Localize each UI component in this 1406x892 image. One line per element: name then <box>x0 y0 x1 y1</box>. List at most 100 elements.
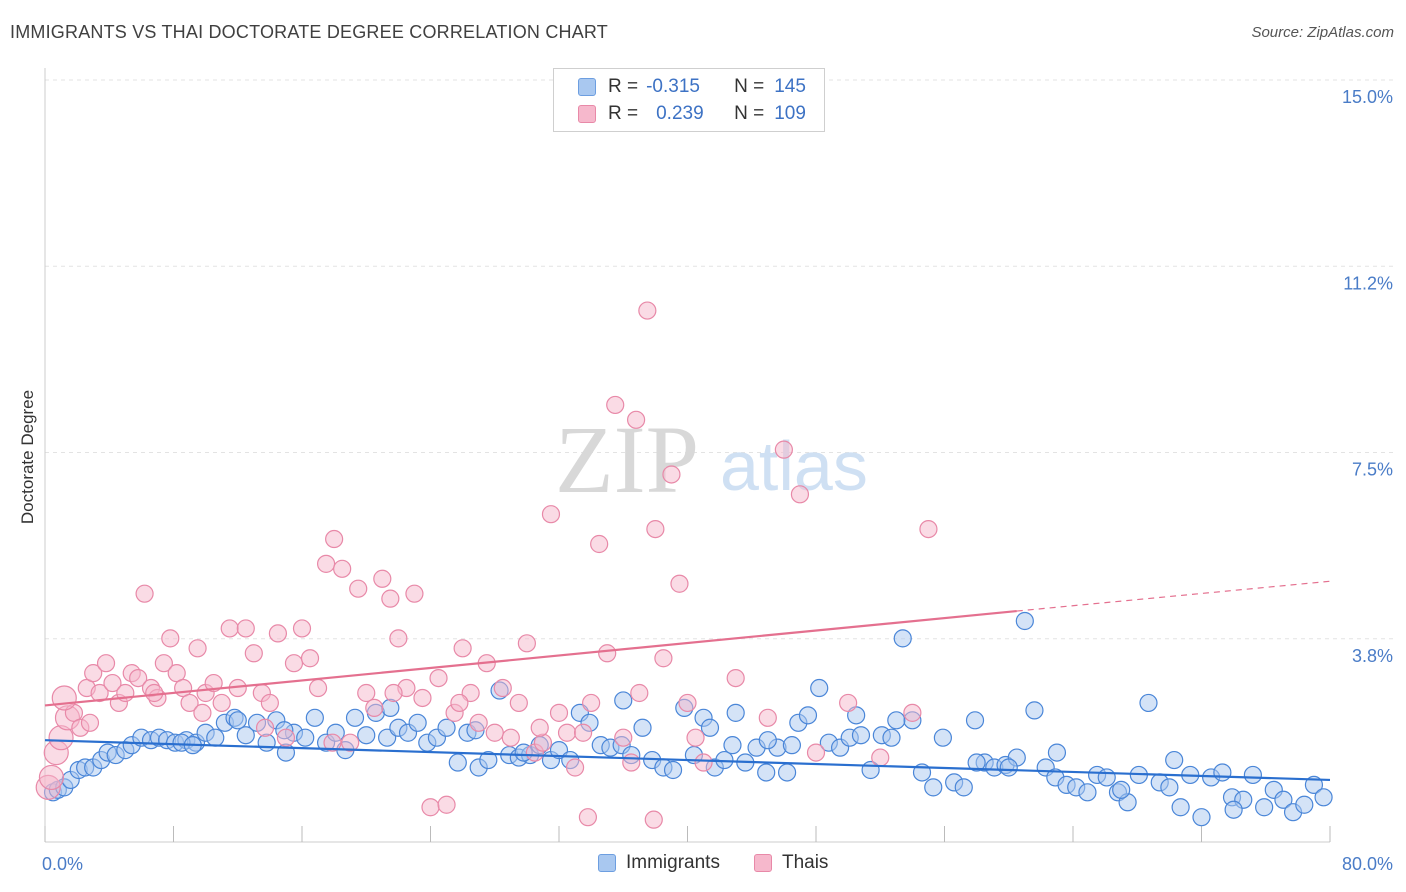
n-value: 145 <box>774 76 806 97</box>
thais-point <box>582 693 601 713</box>
immigrants-point <box>479 750 498 770</box>
thais-point <box>180 693 199 713</box>
r-value: -0.315 <box>646 76 700 97</box>
immigrants-point <box>954 778 973 797</box>
thais-point <box>686 728 705 747</box>
immigrants-point <box>882 728 901 747</box>
thais-point <box>268 624 288 643</box>
thais-point <box>51 685 77 711</box>
thais-point <box>839 693 858 713</box>
immigrants-point <box>345 708 365 727</box>
y-tick-label: 15.0% <box>1342 87 1393 107</box>
immigrants-point <box>1015 611 1034 631</box>
immigrants-trend-line <box>44 739 1331 782</box>
immigrants-point <box>1160 778 1179 797</box>
thais-point <box>590 534 609 554</box>
x-tick-labels: 0.0% 80.0% <box>42 854 1393 874</box>
immigrants-legend-swatch <box>598 854 616 872</box>
immigrants-points <box>43 611 1333 827</box>
legend-row-thais: R = 0.239 N = 109 <box>578 102 806 126</box>
legend-row-immigrants: R = -0.315 N = 145 <box>578 75 806 99</box>
immigrants-point <box>305 708 324 727</box>
thais-point <box>220 619 239 638</box>
thais-point <box>212 693 231 713</box>
thais-point <box>437 795 456 814</box>
thais-point <box>517 634 536 653</box>
immigrants-point <box>614 691 633 710</box>
immigrants-point <box>967 753 986 772</box>
thais-point <box>325 529 344 549</box>
thais-point <box>129 668 148 688</box>
immigrants-point <box>296 728 315 747</box>
x-tick-label: 0.0% <box>42 854 83 874</box>
thais-point <box>493 678 512 698</box>
immigrants-point <box>700 718 720 737</box>
immigrants-point <box>1025 701 1044 720</box>
thais-point <box>485 723 504 742</box>
thais-point <box>871 748 890 767</box>
y-tick-labels: 15.0% 11.2% 7.5% 3.8% <box>1342 87 1393 666</box>
thais-point <box>389 629 408 648</box>
thais-point <box>188 639 207 658</box>
thais-point <box>292 619 312 638</box>
immigrants-point <box>1255 798 1274 817</box>
immigrants-point <box>633 718 652 737</box>
thais-point <box>919 519 938 539</box>
thais-point <box>573 723 593 742</box>
thais-point <box>638 301 657 320</box>
thais-point <box>469 713 488 732</box>
thais-point <box>316 554 336 573</box>
immigrants-point <box>723 736 742 755</box>
y-tick-label: 7.5% <box>1352 460 1393 480</box>
thais-point <box>726 668 745 688</box>
x-tick-label: 80.0% <box>1342 854 1393 874</box>
thais-point <box>38 764 65 791</box>
thais-swatch <box>578 105 596 123</box>
thais-point <box>276 728 296 747</box>
thais-point <box>135 584 154 603</box>
immigrants-swatch <box>578 78 596 96</box>
y-tick-label: 11.2% <box>1343 273 1393 293</box>
thais-point <box>349 579 368 598</box>
immigrants-point <box>758 731 777 750</box>
thais-point <box>453 639 472 658</box>
immigrants-point <box>782 736 802 755</box>
r-label: R = <box>608 76 639 97</box>
immigrants-point <box>1213 763 1232 782</box>
thais-trend-line <box>44 609 1017 707</box>
thais-point <box>193 703 212 722</box>
thais-point <box>578 808 598 827</box>
immigrants-point <box>1078 783 1097 802</box>
thais-point <box>84 664 103 683</box>
thais-point <box>606 395 625 415</box>
immigrants-point <box>228 711 247 730</box>
thais-point <box>236 619 255 638</box>
thais-point <box>90 683 109 703</box>
immigrants-point <box>1224 800 1243 819</box>
r-label: R = <box>608 103 639 124</box>
immigrants-point <box>999 758 1018 777</box>
thais-point <box>429 668 448 688</box>
thais-point <box>405 584 424 603</box>
thais-point <box>357 683 376 703</box>
axes <box>44 68 1331 843</box>
immigrants-point <box>206 728 225 747</box>
immigrants-point <box>851 726 871 745</box>
thais-point <box>644 810 663 829</box>
immigrants-point <box>965 711 985 730</box>
thais-point <box>381 589 400 608</box>
thais-point <box>384 683 403 703</box>
immigrants-point <box>1139 693 1158 713</box>
thais-point <box>96 654 116 673</box>
series-legend: Immigrants Thais <box>598 852 828 874</box>
immigrants-point <box>1314 788 1333 807</box>
thais-point <box>678 693 697 713</box>
thais-point <box>154 654 173 673</box>
thais-point <box>421 798 440 817</box>
thais-point <box>204 673 223 693</box>
r-value: 0.239 <box>656 103 704 124</box>
immigrants-point <box>408 713 427 732</box>
watermark-zip: ZIP <box>555 406 699 513</box>
immigrants-point <box>1112 780 1131 799</box>
chart-title: IMMIGRANTS VS THAI DOCTORATE DEGREE CORR… <box>10 22 608 42</box>
